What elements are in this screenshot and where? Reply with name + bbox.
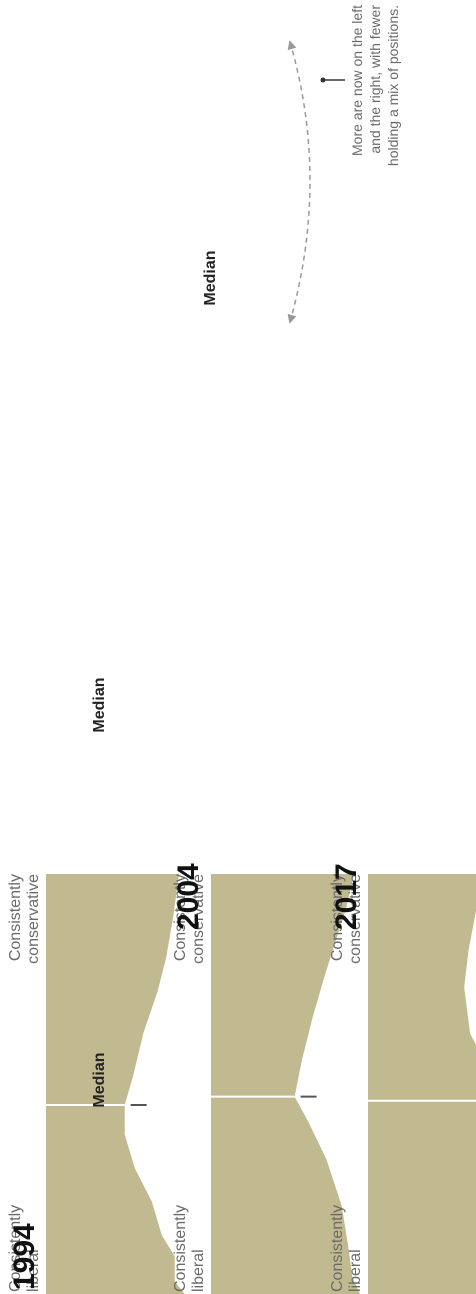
median-label: Median — [91, 1052, 108, 1107]
year-label-2017: 2017 — [330, 863, 363, 930]
axis-label-conservative-line2: conservative — [347, 874, 364, 964]
annotation-text-line2: and the right, with fewer — [367, 5, 383, 154]
distribution-area-2004 — [211, 874, 360, 1294]
axis-label-liberal-line1: Consistently — [7, 1205, 24, 1292]
divergence-arrow — [287, 40, 311, 324]
axis-label-liberal-line2: liberal — [190, 1249, 207, 1292]
annotation-text-line3: holding a mix of positions. — [385, 5, 401, 166]
median-label: Median — [91, 677, 108, 732]
axis-label-conservative-line1: Consistently — [7, 874, 24, 961]
year-label-1994: 1994 — [8, 1223, 41, 1290]
annotation-group: More are now on the left and the right, w… — [287, 5, 401, 324]
axis-label-liberal-line2: liberal — [25, 1249, 42, 1292]
axis-label-liberal-line1: Consistently — [172, 1205, 189, 1292]
axis-label-conservative-line1: Consistently — [329, 874, 346, 961]
axis-label-conservative-line2: conservative — [190, 874, 207, 964]
median-label: Median — [202, 250, 219, 305]
annotation-text-line1: More are now on the left — [349, 5, 365, 156]
distribution-area-2017 — [368, 874, 476, 1294]
annotation-pointer-dot — [320, 77, 326, 83]
axis-label-conservative-line2: conservative — [25, 874, 42, 964]
distribution-area-1994 — [46, 874, 185, 1294]
year-label-2004: 2004 — [172, 863, 205, 930]
axis-label-conservative-line1: Consistently — [172, 874, 189, 961]
axis-label-liberal-line1: Consistently — [329, 1205, 346, 1292]
axis-label-liberal-line2: liberal — [347, 1249, 364, 1292]
